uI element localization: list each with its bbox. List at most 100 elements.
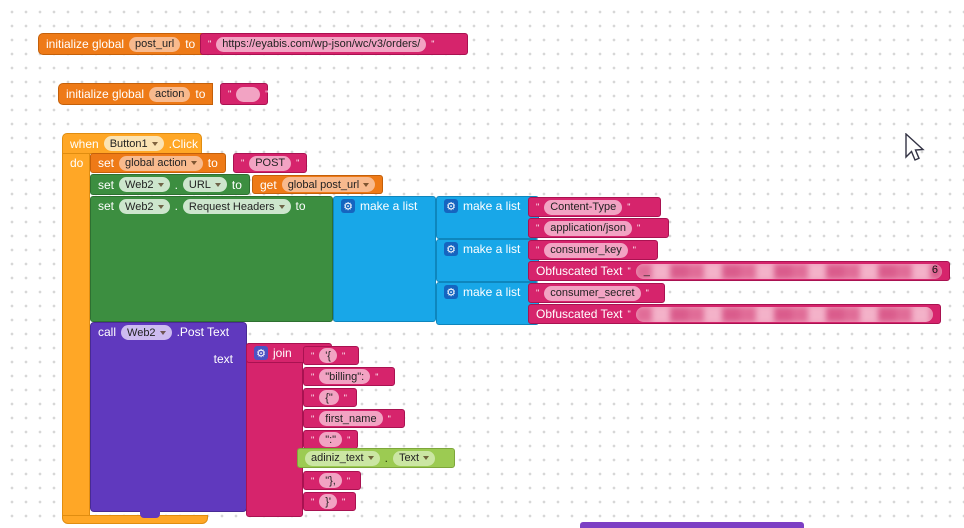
component-dropdown[interactable]: Web2 [121, 325, 172, 340]
component-dropdown[interactable]: adiniz_text [305, 450, 380, 466]
chevron-down-icon[interactable] [367, 456, 374, 460]
component-dropdown[interactable]: Web2 [119, 199, 170, 214]
text-block-join-item[interactable]: " }' " [303, 492, 356, 511]
when-do-column[interactable]: do [62, 153, 90, 516]
make-a-list-label: make a list [463, 285, 521, 299]
block-make-a-list-consumer-secret[interactable]: ⚙ make a list [436, 282, 539, 325]
block-call-web2-post-text[interactable]: call Web2 .Post Text text [90, 322, 247, 512]
close-quote: " [296, 158, 300, 168]
text-value-field[interactable]: {" [319, 390, 339, 405]
block-init-global-post-url[interactable]: initialize global post_url to [38, 33, 204, 55]
obfuscated-value-field[interactable]: _ 6 [635, 263, 942, 279]
when-label: when [70, 136, 99, 151]
text-value-field[interactable] [236, 86, 261, 102]
obfuscated-text-label: Obfuscated Text [536, 307, 623, 321]
text-block-consumer-secret[interactable]: " consumer_secret " [528, 283, 665, 303]
block-obfuscated-text-consumer-key[interactable]: Obfuscated Text " _ 6 [528, 261, 950, 281]
text-value-field[interactable]: }' [319, 494, 337, 509]
block-make-a-list-outer[interactable]: ⚙ make a list [333, 196, 436, 322]
component-name: Web2 [125, 178, 154, 191]
text-value-field[interactable]: ":" [319, 432, 343, 447]
block-set-web2-request-headers[interactable]: set Web2 . Request Headers to [90, 196, 333, 322]
mutator-gear-icon[interactable]: ⚙ [444, 199, 458, 213]
text-value-field[interactable]: "billing": [319, 369, 371, 384]
block-get-global-post-url[interactable]: get global post_url [252, 175, 384, 194]
dot-label: . [384, 451, 388, 465]
property-dropdown[interactable]: Text [392, 450, 436, 466]
block-set-web2-url[interactable]: set Web2 . URL to [90, 174, 250, 195]
open-quote: " [311, 371, 315, 382]
text-value-field[interactable]: POST [249, 155, 292, 171]
text-value-field[interactable]: "}, [319, 473, 342, 488]
component-dropdown[interactable]: Web2 [119, 177, 170, 192]
block-when-button1-click[interactable]: when Button1 .Click [62, 133, 202, 154]
mutator-gear-icon[interactable]: ⚙ [444, 242, 458, 256]
block-obfuscated-text-consumer-secret[interactable]: Obfuscated Text " [528, 304, 941, 324]
text-value-field[interactable]: consumer_secret [544, 285, 641, 301]
chevron-down-icon[interactable] [214, 182, 221, 187]
chevron-down-icon[interactable] [363, 182, 370, 187]
text-block-post[interactable]: " POST " [233, 153, 307, 173]
text-block-application-json[interactable]: " application/json " [528, 218, 669, 238]
chevron-down-icon[interactable] [151, 141, 158, 146]
text-block-join-item[interactable]: " {" " [303, 388, 357, 407]
when-block-bottom[interactable] [62, 515, 208, 524]
block-init-global-action[interactable]: initialize global action to [58, 83, 214, 105]
text-block-join-item[interactable]: " '{ " [303, 346, 359, 365]
blurred-secret [635, 306, 933, 322]
block-make-a-list-consumer-key[interactable]: ⚙ make a list [436, 239, 539, 282]
variable-dropdown[interactable]: global action [119, 155, 203, 171]
variable-name-field[interactable]: post_url [129, 36, 181, 52]
property-name: Text [398, 452, 420, 464]
text-block-post-url-value[interactable]: " https://eyabis.com/wp-json/wc/v3/order… [200, 33, 468, 55]
block-set-global-action[interactable]: set global action to [90, 153, 226, 173]
text-value-field[interactable]: https://eyabis.com/wp-json/wc/v3/orders/ [216, 36, 427, 52]
chevron-down-icon[interactable] [157, 204, 164, 209]
variable-name-field[interactable]: action [149, 86, 191, 102]
property-dropdown[interactable]: Request Headers [182, 199, 291, 214]
text-block-join-item[interactable]: " ":" " [303, 430, 358, 449]
block-make-a-list-content-type[interactable]: ⚙ make a list [436, 196, 539, 239]
open-quote: " [311, 350, 315, 361]
mutator-gear-icon[interactable]: ⚙ [254, 346, 268, 360]
text-value-field[interactable]: application/json [544, 220, 633, 236]
text-block-join-item[interactable]: " first_name " [303, 409, 405, 428]
property-dropdown[interactable]: URL [182, 177, 227, 192]
to-label: to [231, 177, 242, 192]
text-value-field[interactable]: Content-Type [544, 199, 623, 215]
method-label: .Post Text [176, 325, 230, 339]
mutator-gear-icon[interactable]: ⚙ [341, 199, 355, 213]
text-block-empty-string[interactable]: " " [220, 83, 268, 105]
open-quote: " [208, 39, 212, 49]
chevron-down-icon[interactable] [190, 161, 197, 165]
component-name: Web2 [125, 200, 154, 213]
variable-dropdown[interactable]: global post_url [281, 177, 376, 192]
to-label: to [185, 37, 196, 51]
text-block-consumer-key[interactable]: " consumer_key " [528, 240, 658, 260]
text-value-field[interactable]: '{ [319, 348, 337, 363]
component-dropdown[interactable]: Button1 [103, 136, 164, 151]
dot-label: . [174, 177, 178, 192]
chevron-down-icon[interactable] [157, 182, 164, 187]
open-quote: " [311, 496, 315, 507]
chevron-down-icon[interactable] [423, 456, 430, 460]
obfuscated-value-field[interactable] [635, 306, 933, 322]
text-block-content-type[interactable]: " Content-Type " [528, 197, 661, 217]
chevron-down-icon[interactable] [278, 204, 285, 209]
variable-name: global post_url [287, 178, 360, 191]
join-block-body[interactable] [246, 343, 303, 517]
text-value-field[interactable]: consumer_key [544, 242, 628, 258]
component-name: Button1 [109, 137, 148, 150]
chevron-down-icon[interactable] [159, 330, 166, 335]
open-quote: " [627, 266, 631, 276]
offscreen-block-edge[interactable] [580, 522, 804, 528]
close-quote: " [343, 392, 347, 403]
visible-suffix: 6 [931, 263, 938, 276]
text-block-join-item[interactable]: " "billing": " [303, 367, 395, 386]
init-keyword: initialize global [46, 37, 125, 51]
mutator-gear-icon[interactable]: ⚙ [444, 285, 458, 299]
text-block-join-item[interactable]: " "}, " [303, 471, 361, 490]
text-value-field[interactable]: first_name [319, 411, 383, 426]
block-get-adiniz-text[interactable]: adiniz_text . Text [297, 448, 455, 468]
